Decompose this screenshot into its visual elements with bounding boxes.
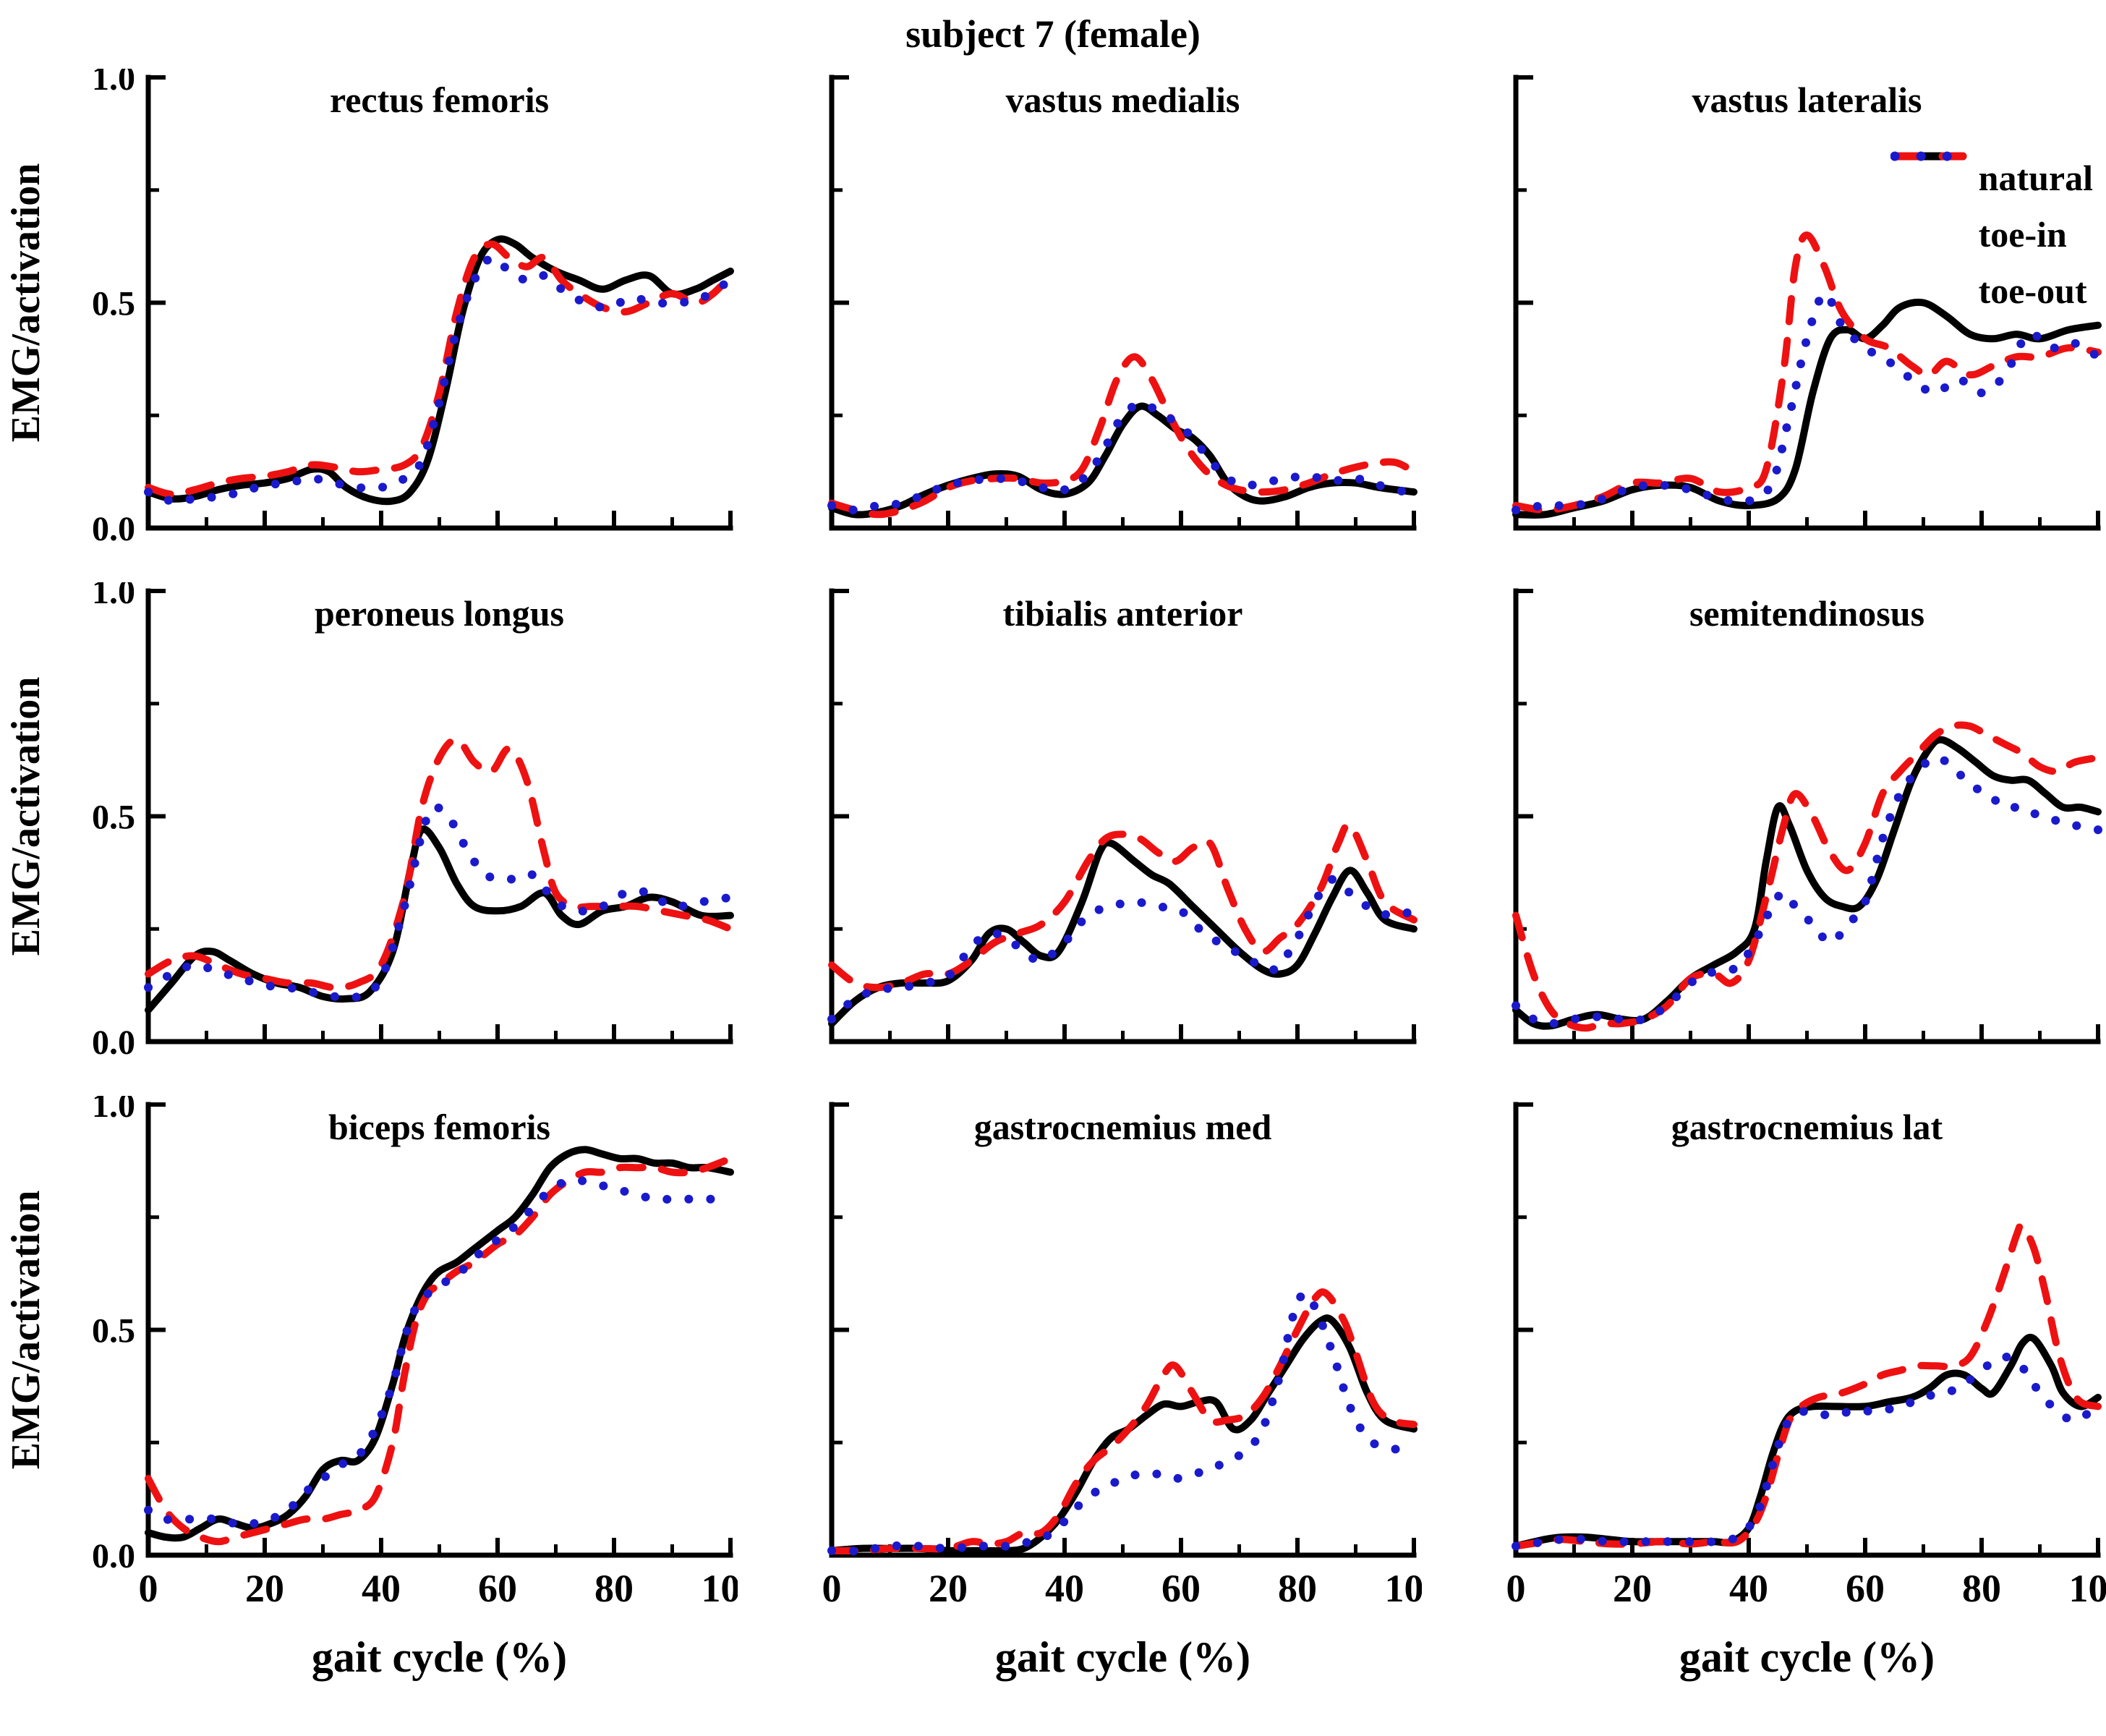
subplot-biceps-femoris: 0.0 0.5 1.0 0 20 40 60 80 100 biceps femoris EMG… [0, 1096, 738, 1736]
svg-text:0.5: 0.5 [92, 285, 135, 323]
svg-text:100: 100 [702, 1567, 738, 1610]
subplot-semitendinosus: semitendinosus [1422, 582, 2106, 1096]
svg-text:0.5: 0.5 [92, 799, 135, 837]
svg-text:40: 40 [1729, 1567, 1768, 1610]
legend-label: toe-in [1978, 214, 2067, 255]
x-axis-label: gait cycle (%) [994, 1633, 1251, 1681]
figure-title: subject 7 (female) [905, 12, 1201, 56]
subplot-vastus-medialis: vastus medialis [738, 69, 1422, 582]
subplot-title: peroneus longus [314, 593, 565, 634]
y-axis-label: EMG/activation [4, 1190, 48, 1470]
peroneus-longus-chart: 0.0 0.5 1.0 [92, 582, 735, 1062]
toe-out-line-swatch [1890, 151, 1967, 297]
vastus-medialis-chart [827, 75, 1418, 531]
gastrocnemius-med-chart: 0 20 40 60 80 100 [822, 1102, 1423, 1610]
vastus-lateralis-chart [1512, 75, 2102, 531]
svg-text:80: 80 [1278, 1567, 1317, 1610]
svg-text:20: 20 [245, 1567, 284, 1610]
svg-text:0.0: 0.0 [92, 1537, 135, 1575]
subplot-vastus-lateralis: vastus lateralis natural toe-in toe-out [1422, 69, 2106, 582]
x-axis-label: gait cycle (%) [1679, 1633, 1935, 1681]
svg-text:1.0: 1.0 [92, 582, 135, 611]
tibialis-anterior-chart [827, 588, 1418, 1044]
svg-text:20: 20 [1613, 1567, 1652, 1610]
legend-item-toe-in: toe-in [1890, 152, 2093, 263]
subplot-peroneus-longus: 0.0 0.5 1.0 peroneus longus EMG/activation [0, 582, 738, 1096]
subplot-rectus-femoris: 0.0 0.5 1.0 rectus femoris EMG/activation [0, 69, 738, 582]
svg-text:0: 0 [139, 1567, 158, 1610]
y-axis-label: EMG/activation [4, 163, 48, 443]
svg-text:1.0: 1.0 [92, 69, 135, 98]
svg-text:40: 40 [362, 1567, 401, 1610]
subplot-title: vastus medialis [1005, 80, 1240, 120]
subplot-title: semitendinosus [1689, 593, 1925, 634]
svg-text:60: 60 [478, 1567, 517, 1610]
svg-text:1.0: 1.0 [92, 1096, 135, 1125]
subplot-title: vastus lateralis [1692, 80, 1922, 120]
svg-text:0: 0 [1506, 1567, 1526, 1610]
svg-text:0: 0 [822, 1567, 842, 1610]
svg-text:20: 20 [929, 1567, 968, 1610]
svg-text:60: 60 [1161, 1567, 1201, 1610]
subplot-title: biceps femoris [328, 1107, 550, 1147]
svg-text:100: 100 [1385, 1567, 1423, 1610]
toe-in-line-swatch [1890, 152, 1967, 241]
svg-text:0.5: 0.5 [92, 1312, 135, 1350]
subplot-title: rectus femoris [329, 80, 550, 120]
rectus-femoris-chart: 0.0 0.5 1.0 [92, 69, 735, 548]
biceps-femoris-chart: 0.0 0.5 1.0 0 20 40 60 80 100 [92, 1096, 738, 1610]
natural-line-swatch [1890, 152, 1967, 184]
legend-label: natural [1978, 158, 2093, 198]
svg-text:80: 80 [1962, 1567, 2001, 1610]
svg-text:100: 100 [2069, 1567, 2106, 1610]
svg-text:80: 80 [594, 1567, 634, 1610]
legend: natural toe-in toe-out [1890, 150, 2093, 319]
x-axis-label: gait cycle (%) [311, 1633, 568, 1681]
legend-label: toe-out [1978, 271, 2087, 311]
svg-text:60: 60 [1846, 1567, 1885, 1610]
semitendinosus-chart [1512, 588, 2102, 1044]
svg-text:40: 40 [1045, 1567, 1084, 1610]
subplot-gastrocnemius-lat: 0 20 40 60 80 100 gastrocnemius lat gait cycl… [1422, 1096, 2106, 1736]
subplot-grid: 0.0 0.5 1.0 rectus femoris EMG/activation … [0, 69, 2106, 1736]
legend-item-toe-out: toe-out [1890, 151, 2093, 319]
svg-text:0.0: 0.0 [92, 510, 135, 548]
subplot-title: gastrocnemius lat [1671, 1107, 1943, 1147]
gastrocnemius-lat-chart: 0 20 40 60 80 100 [1506, 1102, 2106, 1610]
subplot-title: gastrocnemius med [973, 1107, 1272, 1147]
subplot-tibialis-anterior: tibialis anterior [738, 582, 1422, 1096]
subplot-title: tibialis anterior [1002, 593, 1243, 634]
subplot-gastrocnemius-med: 0 20 40 60 80 100 gastrocnemius med gait cycl… [738, 1096, 1422, 1736]
svg-text:0.0: 0.0 [92, 1024, 135, 1062]
y-axis-label: EMG/activation [4, 676, 48, 956]
